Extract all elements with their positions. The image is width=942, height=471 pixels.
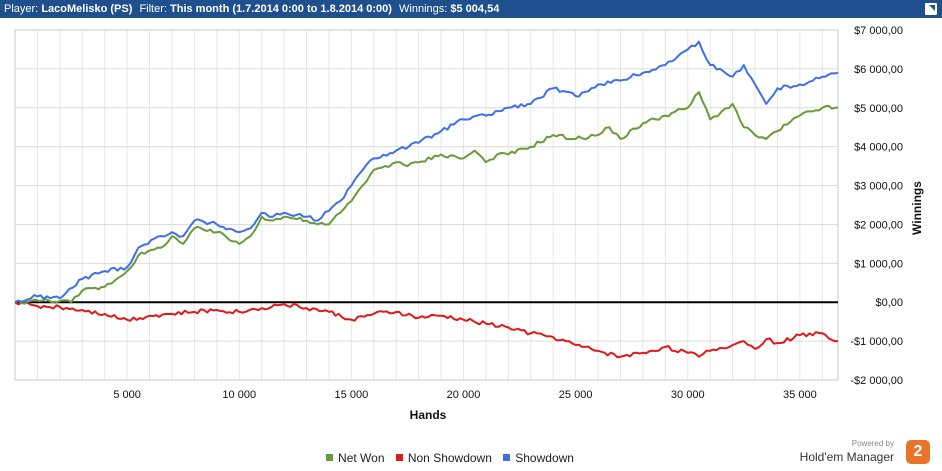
series-lines <box>14 40 839 359</box>
x-tick-label: 20 000 <box>447 389 481 401</box>
y-tick-label: $6 000,00 <box>854 64 903 76</box>
product-name: Hold'em Manager <box>799 450 894 464</box>
hem2-logo-icon: 2 <box>906 440 930 464</box>
x-tick-label: 30 000 <box>671 389 705 401</box>
branding: Powered by Hold'em Manager 2 <box>790 437 930 469</box>
series-line-net-won <box>14 91 838 305</box>
legend-item-net-won[interactable]: Net Won <box>326 451 385 465</box>
x-axis-label: Hands <box>410 408 447 422</box>
corner-expand-icon[interactable] <box>925 3 937 15</box>
non-showdown-swatch <box>395 454 403 461</box>
x-tick-label: 10 000 <box>222 389 256 401</box>
legend-net-won-label: Net Won <box>338 451 385 465</box>
y-tick-label: $4 000,00 <box>854 142 903 154</box>
filter-label: Filter: <box>139 3 167 15</box>
x-tick-label: 25 000 <box>559 389 593 401</box>
y-axis-label: Winnings <box>910 181 924 235</box>
grid-lines <box>15 29 838 381</box>
y-tick-label: $3 000,00 <box>854 181 903 193</box>
winnings-label: Winnings: <box>399 3 448 15</box>
y-tick-labels: -$2 000,00 -$1 000,00 $0,00 $1 000,00 $2 000… <box>850 25 903 387</box>
y-tick-label: $1 000,00 <box>854 258 903 270</box>
series-line-showdown <box>14 40 839 304</box>
legend-item-non-showdown[interactable]: Non Showdown <box>395 451 492 465</box>
x-tick-labels: 5 000 10 000 15 000 20 000 25 000 30 000 35 00… <box>113 389 816 401</box>
legend-non-showdown-label: Non Showdown <box>407 451 492 465</box>
plot-area <box>14 29 839 381</box>
powered-by-text: Powered by <box>851 439 894 448</box>
showdown-swatch <box>503 454 511 461</box>
x-tick-label: 15 000 <box>335 389 369 401</box>
player-label: Player: <box>4 3 39 15</box>
legend-showdown-label: Showdown <box>515 451 574 465</box>
player-value: LacoMelisko (PS) <box>41 3 133 15</box>
y-tick-label: $5 000,00 <box>854 103 903 115</box>
x-tick-label: 35 000 <box>783 389 817 401</box>
winnings-value: $5 004,54 <box>450 3 500 15</box>
y-tick-label: $2 000,00 <box>854 219 903 231</box>
chart-legend: Net Won Non Showdown Showdown <box>0 451 900 465</box>
y-tick-label: -$2 000,00 <box>850 375 903 387</box>
winnings-chart: 5 000 10 000 15 000 20 000 25 000 30 000 35 00… <box>14 25 924 422</box>
y-tick-label: $0,00 <box>875 297 903 309</box>
filter-value: This month (1.7.2014 0:00 to 1.8.2014 0:… <box>170 3 392 15</box>
x-tick-label: 5 000 <box>113 389 141 401</box>
series-line-non-showdown <box>14 301 839 359</box>
net-won-swatch <box>326 454 334 461</box>
y-tick-label: $7 000,00 <box>854 25 903 37</box>
y-tick-label: -$1 000,00 <box>850 336 903 348</box>
chart-header: Player: LacoMelisko (PS) Filter: This mo… <box>0 0 942 18</box>
legend-item-showdown[interactable]: Showdown <box>503 451 574 465</box>
